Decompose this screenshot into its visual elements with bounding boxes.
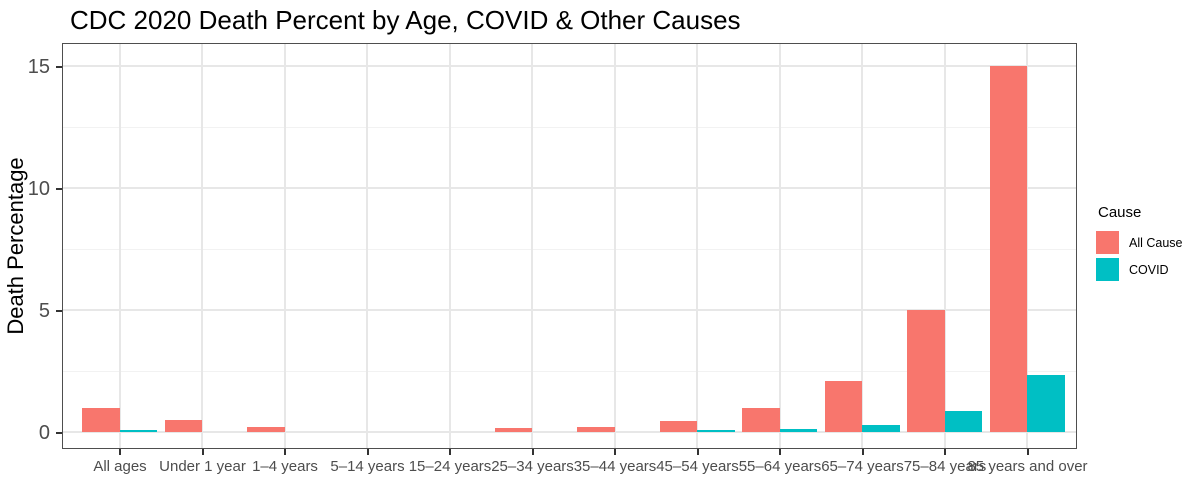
plot-panel: [62, 43, 1077, 449]
legend-key-swatch: [1096, 231, 1119, 254]
y-tick-label: 0: [38, 421, 50, 444]
gridline-vertical: [943, 44, 946, 448]
bar-all-cause: [989, 66, 1027, 432]
x-tick-label: 25–34 years: [491, 458, 574, 475]
gridline-major: [63, 309, 1076, 311]
x-tick-label: 5–14 years: [330, 458, 405, 475]
legend: Cause All Cause COVID: [1096, 204, 1183, 285]
x-tick-mark: [1026, 449, 1029, 455]
x-tick-mark: [449, 449, 451, 455]
legend-items: All Cause COVID: [1096, 231, 1183, 281]
x-tick-label: 65–74 years: [821, 458, 904, 475]
x-tick-mark: [119, 449, 121, 455]
gridline-major: [63, 187, 1076, 189]
x-tick-mark: [944, 449, 946, 455]
gridline-minor: [63, 370, 1076, 372]
bar-all-cause: [247, 427, 285, 432]
bar-all-cause: [742, 407, 780, 432]
x-tick-label: 1–4 years: [252, 458, 318, 475]
gridline-vertical: [778, 44, 781, 448]
x-tick-mark: [861, 449, 864, 455]
y-axis-title: Death Percentage: [3, 157, 28, 335]
bar-covid: [779, 428, 817, 432]
gridline-vertical: [1026, 44, 1028, 448]
legend-item: All Cause: [1096, 231, 1183, 254]
bar-covid: [944, 411, 982, 432]
x-tick-mark: [779, 449, 781, 455]
gridline-vertical: [283, 44, 286, 448]
gridline-vertical: [201, 44, 203, 448]
gridline-vertical: [861, 44, 863, 448]
x-tick-label: 35–44 years: [573, 458, 657, 475]
bar-covid: [862, 424, 900, 432]
x-tick-mark: [614, 449, 616, 455]
bar-all-cause: [494, 428, 532, 432]
gridline-major: [63, 65, 1076, 67]
gridline-minor: [63, 126, 1076, 128]
x-tick-mark: [284, 449, 286, 455]
gridline-minor: [63, 248, 1076, 250]
bar-covid: [119, 429, 157, 432]
x-tick-label: 45–54 years: [656, 458, 739, 475]
chart-title: CDC 2020 Death Percent by Age, COVID & O…: [70, 5, 741, 35]
x-tick-label: All ages: [93, 458, 147, 475]
gridline-vertical: [531, 44, 533, 448]
legend-key-swatch: [1096, 258, 1119, 281]
bar-all-cause: [164, 419, 202, 432]
legend-item: COVID: [1096, 258, 1183, 281]
bar-all-cause: [82, 407, 120, 432]
gridline-vertical: [696, 44, 698, 448]
bar-all-cause: [907, 310, 945, 432]
x-tick-mark: [696, 449, 699, 455]
bar-all-cause: [659, 421, 697, 432]
gridline-major: [63, 431, 1076, 433]
gridline-vertical: [613, 44, 616, 448]
x-tick-label: 75–84 years: [903, 458, 987, 475]
x-tick-label: Under 1 year: [159, 458, 246, 475]
legend-title: Cause: [1098, 204, 1142, 221]
bar-all-cause: [824, 380, 862, 432]
x-tick-label: 15–24 years: [408, 458, 492, 475]
bar-covid: [1027, 374, 1065, 432]
legend-item-label: COVID: [1129, 262, 1169, 277]
gridline-vertical: [448, 44, 451, 448]
bar-all-cause: [577, 427, 615, 432]
y-tick-label: 15: [27, 55, 50, 78]
x-tick-label: 85 years and over: [967, 458, 1088, 475]
gridline-vertical: [118, 44, 121, 448]
x-tick-mark: [531, 449, 534, 455]
gridline-vertical: [366, 44, 368, 448]
x-tick-label: 55–64 years: [738, 458, 822, 475]
legend-item-label: All Cause: [1129, 235, 1183, 250]
bar-covid: [697, 430, 735, 432]
x-tick-mark: [201, 449, 204, 455]
x-tick-mark: [366, 449, 369, 455]
